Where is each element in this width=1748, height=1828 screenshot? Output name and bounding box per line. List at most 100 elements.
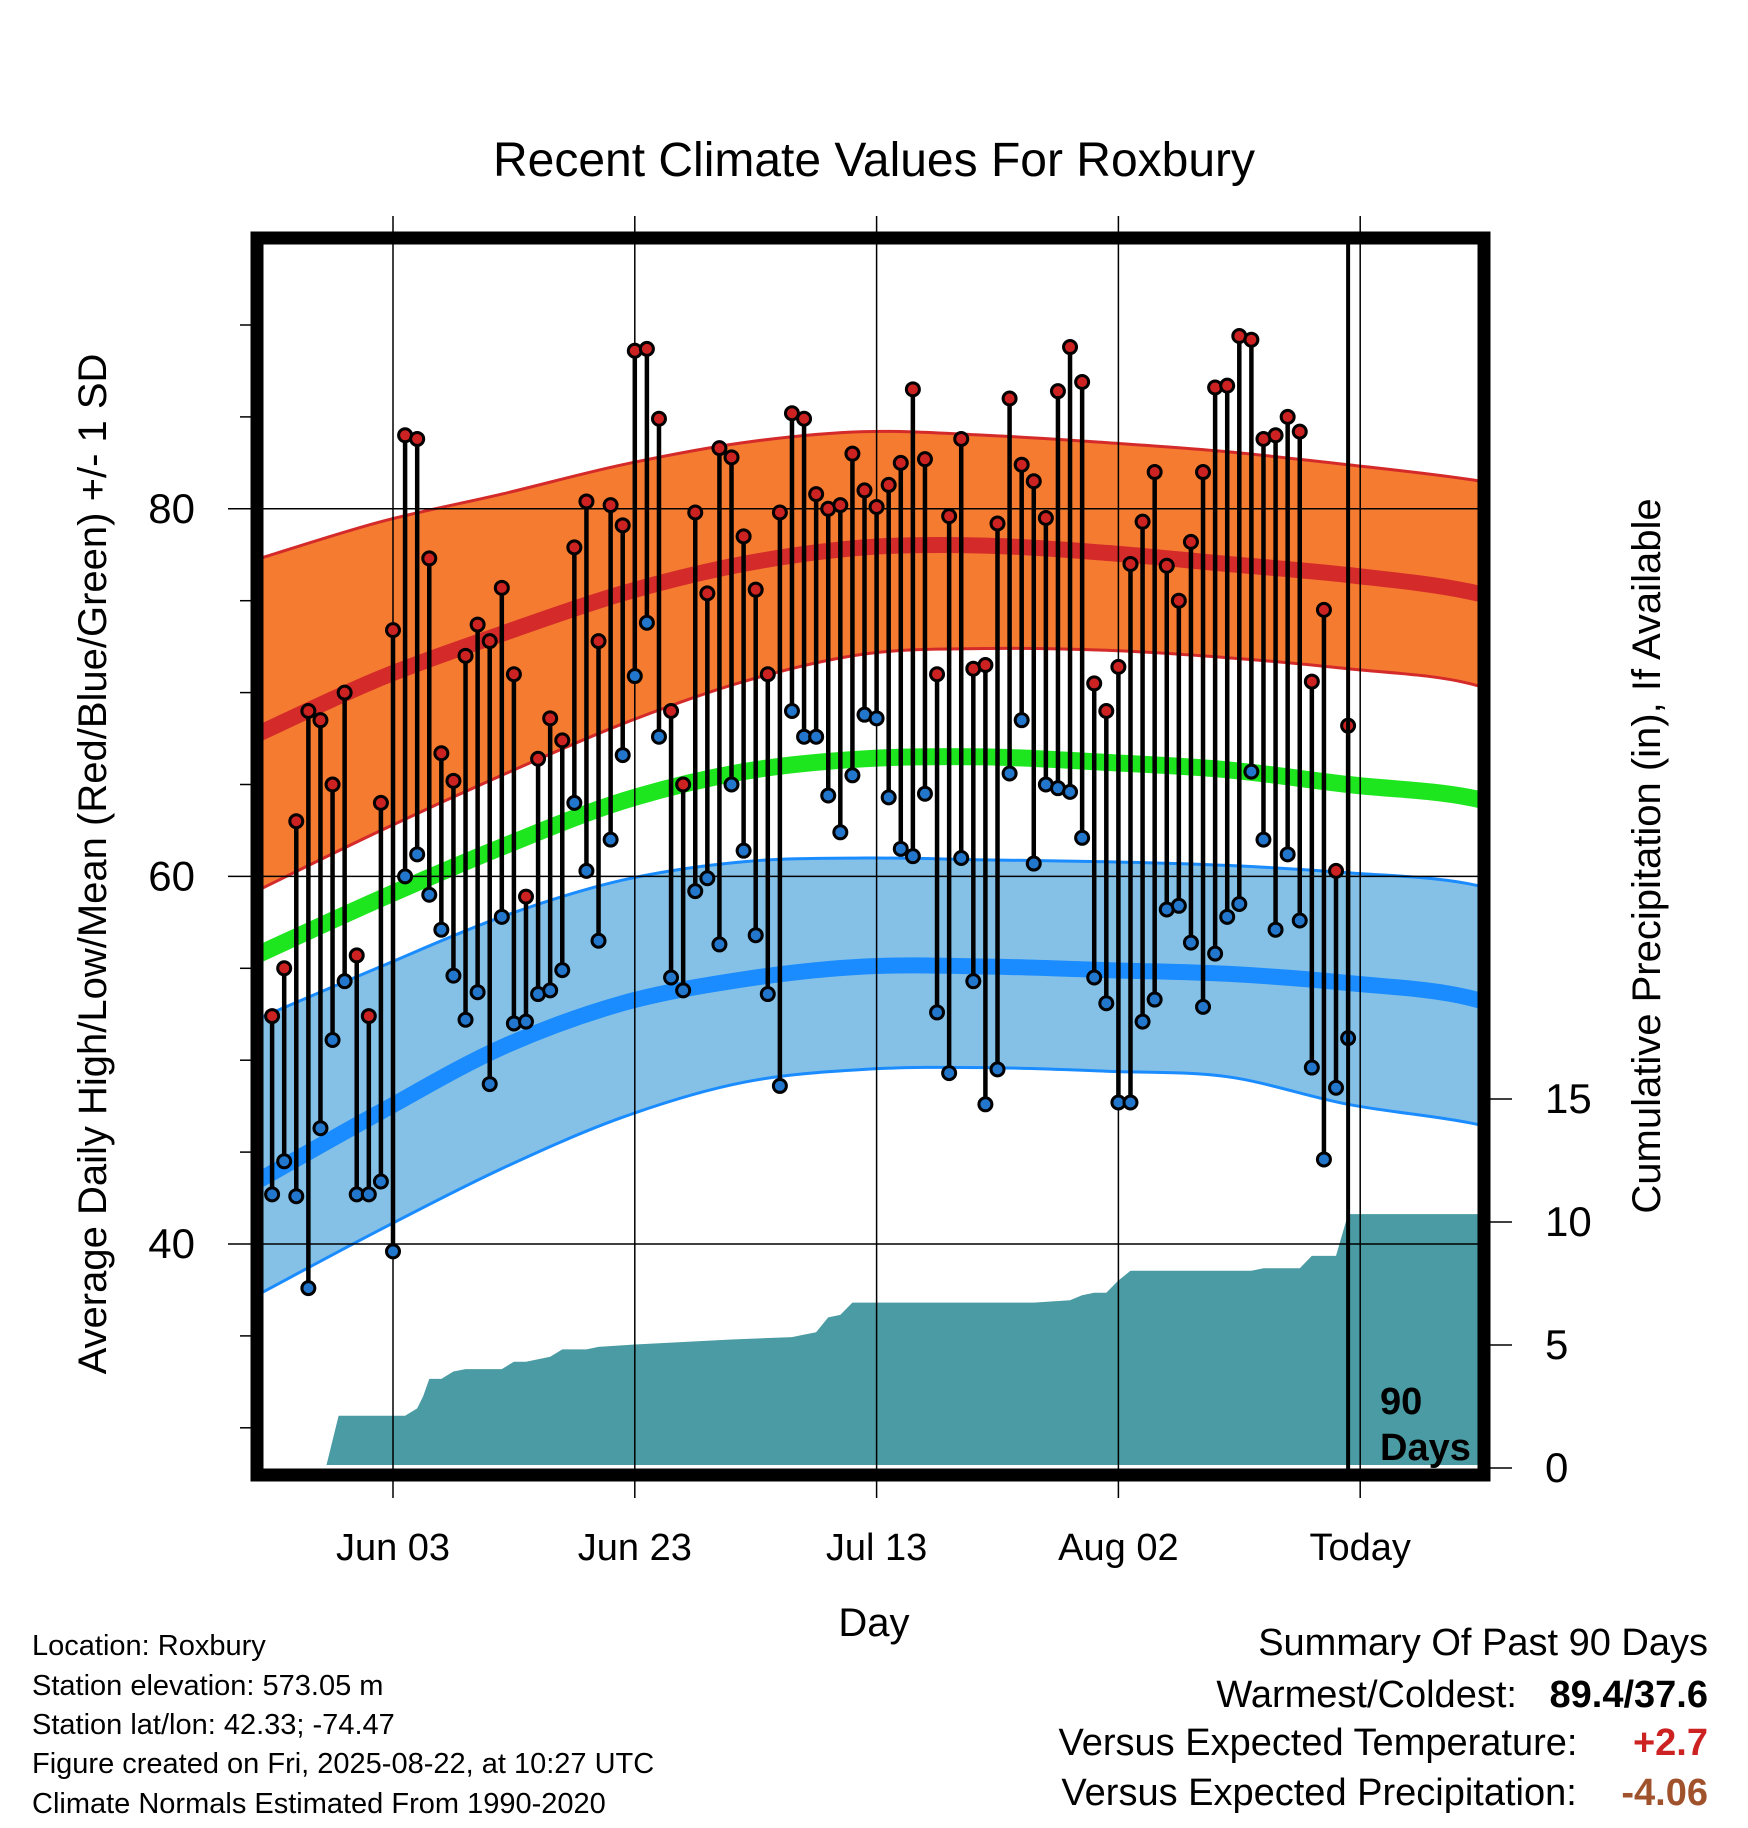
- observed-high-point: [663, 702, 680, 719]
- observed-high-point: [505, 666, 522, 683]
- observed-high-point: [638, 340, 655, 357]
- observed-high-point: [929, 666, 946, 683]
- observed-low-point: [409, 846, 426, 863]
- observed-low-point: [783, 702, 800, 719]
- summary-warmest-label: Warmest/Coldest:: [1216, 1674, 1517, 1716]
- observed-high-point: [953, 430, 970, 447]
- observed-low-point: [590, 932, 607, 949]
- observed-high-point: [796, 410, 813, 427]
- observed-high-point: [1243, 331, 1260, 348]
- observed-low-point: [699, 870, 716, 887]
- observed-low-point: [1086, 969, 1103, 986]
- plot-frame: [250, 231, 1491, 1482]
- footer-normals: Climate Normals Estimated From 1990-2020: [32, 1788, 606, 1820]
- observed-low-point: [433, 921, 450, 938]
- observed-high-point: [916, 451, 933, 468]
- observed-low-point: [723, 776, 740, 793]
- observed-high-point: [687, 504, 704, 521]
- observed-low-point: [880, 789, 897, 806]
- plot-border: [250, 231, 1491, 1482]
- summary-warmest-row: Warmest/Coldest: 89.4/37.6: [1216, 1676, 1708, 1714]
- footer-location: Location: Roxbury: [32, 1630, 266, 1662]
- observed-low-point: [336, 973, 353, 990]
- observed-low-point: [360, 1186, 377, 1203]
- observed-low-point: [602, 831, 619, 848]
- observed-high-point: [868, 498, 885, 515]
- observed-high-point: [844, 445, 861, 462]
- observed-high-point: [1315, 601, 1332, 618]
- x-axis-label: Day: [838, 1601, 909, 1645]
- observed-high-point: [264, 1008, 281, 1025]
- observed-high-point: [904, 381, 921, 398]
- y-tick-label-1: 60: [148, 852, 195, 899]
- summary-temp-value: +2.7: [1632, 1722, 1708, 1764]
- observed-low-point: [1134, 1013, 1151, 1030]
- observed-high-point: [1025, 473, 1042, 490]
- observed-high-point: [832, 497, 849, 514]
- observed-high-point: [699, 585, 716, 602]
- observed-low-point: [1267, 921, 1284, 938]
- precipitation-area: [326, 1214, 1478, 1465]
- y-tick-label-2: 80: [148, 485, 195, 532]
- observed-low-point: [614, 747, 631, 764]
- y-tick-label-0: 40: [148, 1220, 195, 1267]
- observed-high-point: [711, 440, 728, 457]
- observed-low-point: [493, 908, 510, 925]
- observed-high-point: [856, 482, 873, 499]
- observed-high-point: [1110, 658, 1127, 675]
- observed-high-point: [808, 486, 825, 503]
- observed-high-point: [941, 508, 958, 525]
- observed-low-point: [771, 1077, 788, 1094]
- y2-tick-label-2: 10: [1545, 1198, 1592, 1245]
- observed-high-point: [602, 497, 619, 514]
- observed-low-point: [1303, 1059, 1320, 1076]
- observed-high-point: [735, 528, 752, 545]
- observed-low-point: [1025, 855, 1042, 872]
- observed-high-point: [1001, 390, 1018, 407]
- observed-high-point: [457, 647, 474, 664]
- normal-bands: [263, 429, 1478, 1294]
- y2-axis-label: Cumulative Precipitation (in), If Availa…: [1625, 498, 1669, 1213]
- observed-low-point: [929, 1004, 946, 1021]
- observed-low-point: [820, 787, 837, 804]
- observed-high-point: [892, 454, 909, 471]
- footer-created: Figure created on Fri, 2025-08-22, at 10…: [32, 1748, 655, 1780]
- observed-high-point: [348, 947, 365, 964]
- observed-low-point: [481, 1076, 498, 1093]
- observed-high-point: [650, 410, 667, 427]
- observed-low-point: [1279, 846, 1296, 863]
- x-tick-label-3: Aug 02: [1058, 1527, 1178, 1569]
- low-normal-line: [263, 957, 1478, 1187]
- observed-low-point: [300, 1280, 317, 1297]
- observed-high-point: [771, 504, 788, 521]
- observed-low-point: [1122, 1094, 1139, 1111]
- observed-low-point: [517, 1013, 534, 1030]
- observed-high-point: [1086, 675, 1103, 692]
- observed-low-point: [747, 927, 764, 944]
- observed-low-point: [385, 1243, 401, 1260]
- high-upper-edge: [263, 429, 1478, 560]
- chart-title: Recent Climate Values For Roxbury: [493, 134, 1255, 187]
- observed-low-point: [904, 848, 921, 865]
- observed-low-point: [542, 982, 559, 999]
- observed-high-point: [554, 732, 571, 749]
- observed-high-point: [1013, 456, 1030, 473]
- mean-normal-line: [263, 748, 1478, 962]
- today-label: 90 Days: [1380, 1381, 1471, 1469]
- low-lower-edge: [263, 1065, 1478, 1294]
- observed-high-point: [1158, 557, 1175, 574]
- observed-high-point: [1122, 555, 1139, 572]
- observed-high-point: [433, 745, 450, 762]
- observed-high-point: [614, 517, 631, 534]
- observed-high-point: [1049, 383, 1066, 400]
- observed-low-point: [312, 1120, 329, 1137]
- observed-high-point: [1219, 377, 1236, 394]
- observed-low-point: [457, 1011, 474, 1028]
- observed-high-point: [276, 960, 293, 977]
- x-tick-label-0: Jun 03: [336, 1527, 450, 1569]
- observed-high-point: [1279, 408, 1296, 425]
- observed-low-point: [832, 824, 849, 841]
- observed-high-point: [1328, 862, 1345, 879]
- observed-low-point: [1146, 991, 1163, 1008]
- y2-tick-label-0: 0: [1545, 1444, 1568, 1491]
